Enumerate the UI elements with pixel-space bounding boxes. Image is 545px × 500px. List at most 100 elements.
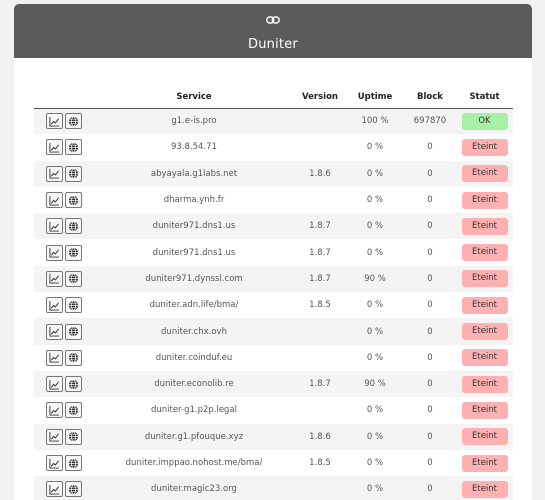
globe-button[interactable] <box>65 218 82 235</box>
status-cell: Eteint <box>456 213 513 239</box>
chart-button[interactable] <box>46 455 63 471</box>
status-badge[interactable]: Eteint <box>461 191 508 209</box>
status-badge[interactable]: Eteint <box>461 323 508 341</box>
globe-button[interactable] <box>65 349 82 366</box>
table-row: duniter971.dynssl.com 1.8.7 90 % 0 Eteint <box>34 265 513 293</box>
chart-button[interactable] <box>46 113 63 130</box>
status-cell: Eteint <box>456 397 513 423</box>
row-actions <box>34 292 94 318</box>
status-badge[interactable]: Eteint <box>461 401 508 419</box>
globe-button[interactable] <box>65 402 82 419</box>
version-cell: 1.8.6 <box>309 168 331 179</box>
chart-button[interactable] <box>46 323 63 340</box>
globe-button[interactable] <box>65 244 82 261</box>
status-badge[interactable]: Eteint <box>461 428 508 446</box>
status-cell: Eteint <box>456 239 513 265</box>
table-row: duniter.chx.ovh 0 % 0 Eteint <box>34 318 513 345</box>
chart-button[interactable] <box>46 192 63 209</box>
chart-button[interactable] <box>46 428 63 445</box>
globe-button[interactable] <box>65 165 82 182</box>
globe-icon <box>68 168 79 179</box>
block-cell: 0 <box>427 431 433 442</box>
service-cell: duniter.g1.pfouque.xyz <box>144 431 244 442</box>
version-cell <box>294 187 346 213</box>
status-badge[interactable]: Eteint <box>461 244 508 262</box>
chart-button[interactable] <box>46 297 63 314</box>
status-badge[interactable]: Eteint <box>461 296 508 314</box>
globe-icon <box>68 326 79 337</box>
status-badge[interactable]: Eteint <box>461 138 508 156</box>
uptime-cell: 0 % <box>366 458 384 468</box>
status-badge[interactable]: Eteint <box>461 217 508 235</box>
table-header-row: Service Version Uptime Block Statut <box>34 86 513 109</box>
chart-button[interactable] <box>46 481 63 498</box>
status-badge[interactable]: Eteint <box>461 165 508 183</box>
block-cell: 0 <box>427 247 433 258</box>
table-row: 93.8.54.71 0 % 0 Eteint <box>34 134 513 161</box>
version-cell: 1.8.6 <box>309 431 331 442</box>
block-cell: 0 <box>427 195 433 206</box>
chart-button[interactable] <box>46 244 63 261</box>
row-actions <box>34 266 94 292</box>
version-cell <box>294 318 346 344</box>
content-panel: Service Version Uptime Block Statut g1.e… <box>14 58 532 500</box>
row-actions <box>34 213 94 239</box>
chart-line-icon <box>49 221 60 232</box>
link-icon <box>266 16 280 24</box>
header-uptime[interactable]: Uptime <box>346 86 404 109</box>
uptime-cell: 90 % <box>364 379 386 390</box>
globe-button[interactable] <box>65 113 82 130</box>
block-cell: 0 <box>427 142 433 153</box>
status-badge[interactable]: Eteint <box>461 454 508 472</box>
chart-button[interactable] <box>46 376 63 393</box>
globe-button[interactable] <box>65 323 82 340</box>
globe-button[interactable] <box>65 481 82 498</box>
chart-button[interactable] <box>46 270 63 287</box>
table-row: duniter971.dns1.us 1.8.7 0 % 0 Eteint <box>34 213 513 240</box>
globe-icon <box>68 273 79 284</box>
header-service[interactable]: Service <box>94 86 294 109</box>
header-version[interactable]: Version <box>294 86 346 109</box>
chart-button[interactable] <box>46 349 63 366</box>
chart-button[interactable] <box>46 402 63 419</box>
globe-button[interactable] <box>65 192 82 209</box>
status-badge[interactable]: Eteint <box>461 375 508 393</box>
block-cell: 0 <box>427 326 433 337</box>
chart-button[interactable] <box>46 218 63 235</box>
globe-button[interactable] <box>65 297 82 314</box>
globe-icon <box>68 116 79 127</box>
globe-button[interactable] <box>65 270 82 287</box>
row-actions <box>34 397 94 423</box>
services-table: Service Version Uptime Block Statut g1.e… <box>34 86 513 500</box>
status-cell: Eteint <box>456 450 513 476</box>
status-badge[interactable]: Eteint <box>461 270 508 288</box>
version-cell: 1.8.7 <box>309 379 331 390</box>
status-cell: Eteint <box>456 134 513 160</box>
uptime-cell: 0 % <box>366 195 384 206</box>
chart-line-icon <box>49 195 60 206</box>
header-block[interactable]: Block <box>404 86 456 109</box>
table-row: abyayala.g1labs.net 1.8.6 0 % 0 Eteint <box>34 160 513 187</box>
globe-button[interactable] <box>65 139 82 156</box>
table-row: duniter.coinduf.eu 0 % 0 Eteint <box>34 344 513 371</box>
uptime-cell: 0 % <box>366 431 384 442</box>
uptime-cell: 0 % <box>366 142 384 153</box>
row-actions <box>34 476 94 500</box>
version-cell <box>294 345 346 371</box>
globe-button[interactable] <box>65 376 82 393</box>
status-badge[interactable]: OK <box>461 112 508 130</box>
globe-button[interactable] <box>65 428 82 445</box>
version-cell: 1.8.5 <box>309 300 331 311</box>
service-cell: duniter.adn.life/bma/ <box>149 300 239 311</box>
chart-button[interactable] <box>46 139 63 156</box>
row-actions <box>34 424 94 450</box>
block-cell: 0 <box>427 300 433 311</box>
globe-button[interactable] <box>65 455 82 471</box>
header-statut[interactable]: Statut <box>456 86 513 109</box>
status-badge[interactable]: Eteint <box>461 349 508 367</box>
status-badge[interactable]: Eteint <box>461 480 508 498</box>
chart-line-icon <box>49 300 60 311</box>
chart-button[interactable] <box>46 165 63 182</box>
globe-icon <box>68 431 79 442</box>
service-cell: duniter.econolib.re <box>154 379 234 390</box>
